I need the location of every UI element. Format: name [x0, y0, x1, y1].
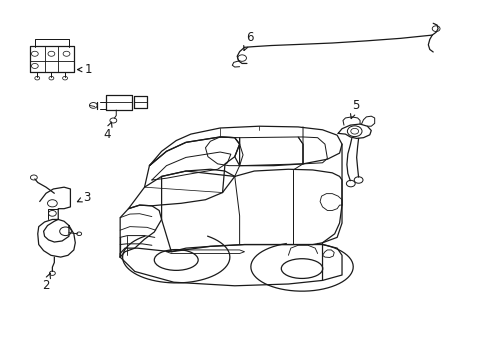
Text: 1: 1 — [78, 63, 92, 76]
Text: 3: 3 — [77, 191, 91, 204]
Text: 5: 5 — [350, 99, 359, 118]
Text: 4: 4 — [103, 122, 112, 141]
Text: 6: 6 — [243, 31, 253, 50]
Text: 2: 2 — [41, 273, 50, 292]
